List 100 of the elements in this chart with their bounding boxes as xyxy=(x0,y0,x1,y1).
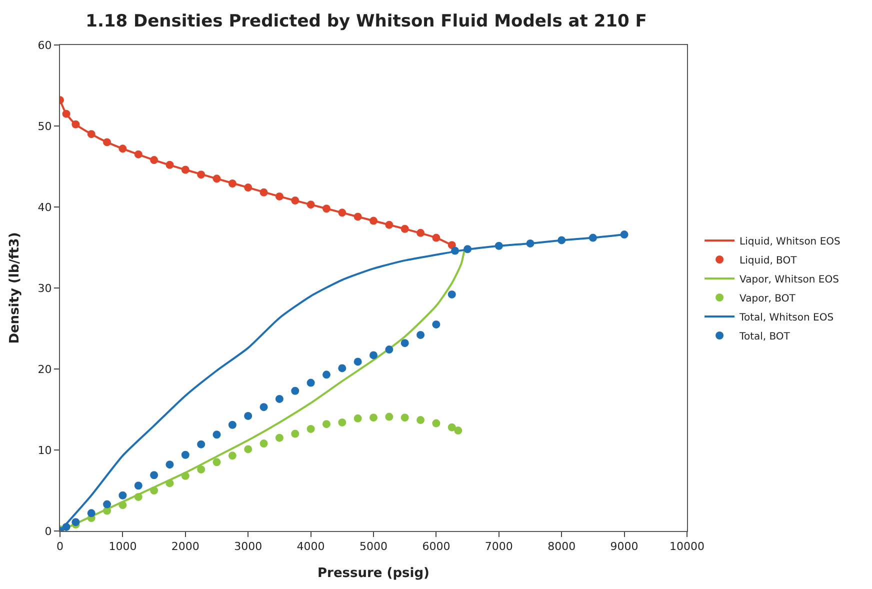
x-tick-label: 7000 xyxy=(484,540,513,554)
x-tick-label: 2000 xyxy=(171,540,200,554)
point xyxy=(526,239,534,248)
point xyxy=(62,110,70,118)
point xyxy=(322,420,330,428)
point xyxy=(260,440,268,448)
x-tick-label: 1000 xyxy=(108,540,137,554)
point xyxy=(150,156,158,164)
point xyxy=(72,120,80,128)
point xyxy=(338,364,346,372)
chart-title: 1.18 Densities Predicted by Whitson Fluid Models at 210 F xyxy=(86,12,647,32)
y-tick-label: 40 xyxy=(38,200,52,214)
point xyxy=(558,236,566,244)
y-tick-label: 0 xyxy=(44,524,52,538)
point xyxy=(228,452,236,460)
point xyxy=(118,491,127,500)
legend-label: Vapor, BOT xyxy=(740,293,796,304)
x-tick-label: 8000 xyxy=(548,540,576,554)
legend-label: Total, Whitson EOS xyxy=(738,312,834,324)
legend-label: Vapor, Whitson EOS xyxy=(740,274,839,286)
point xyxy=(291,386,300,395)
point xyxy=(454,426,462,435)
point xyxy=(306,200,315,209)
point xyxy=(588,234,597,242)
point xyxy=(166,479,174,488)
y-tick-label: 10 xyxy=(38,444,52,457)
point xyxy=(306,378,315,387)
legend-label: Liquid, Whitson EOS xyxy=(740,236,840,248)
point xyxy=(494,242,503,250)
point xyxy=(400,414,409,422)
point xyxy=(432,234,440,242)
y-tick-label: 30 xyxy=(38,282,52,295)
point xyxy=(306,424,315,433)
point xyxy=(134,482,142,490)
point xyxy=(275,192,284,200)
point xyxy=(212,430,221,439)
point xyxy=(291,196,300,205)
point xyxy=(197,440,206,448)
point xyxy=(228,180,236,188)
point xyxy=(87,509,96,518)
point xyxy=(416,330,425,339)
point xyxy=(370,414,378,422)
y-tick-label: 50 xyxy=(38,120,52,133)
point xyxy=(370,351,378,360)
point xyxy=(385,412,394,421)
legend-label: Total, BOT xyxy=(738,331,791,342)
x-tick-label: 10000 xyxy=(670,540,704,554)
point xyxy=(260,403,268,412)
point xyxy=(432,419,440,428)
point xyxy=(103,500,112,508)
point xyxy=(134,150,142,158)
point xyxy=(275,394,284,403)
point xyxy=(150,471,158,480)
point xyxy=(212,174,221,183)
point xyxy=(244,184,252,192)
point xyxy=(416,228,425,237)
point xyxy=(322,370,330,379)
x-tick-label: 9000 xyxy=(610,540,638,554)
point xyxy=(385,220,394,229)
point xyxy=(166,160,174,169)
point xyxy=(87,130,96,138)
point xyxy=(354,414,362,422)
y-axis-title: Density (lb/ft3) xyxy=(8,232,23,344)
point xyxy=(451,246,460,255)
point xyxy=(354,212,362,221)
point xyxy=(197,170,206,179)
point xyxy=(464,245,472,254)
x-tick-label: 4000 xyxy=(296,540,325,554)
point xyxy=(197,465,206,474)
point xyxy=(448,423,456,432)
point xyxy=(370,216,378,225)
point xyxy=(385,346,394,354)
y-tick-label: 60 xyxy=(38,38,52,52)
legend-label: Liquid, BOT xyxy=(740,255,798,266)
point xyxy=(448,290,456,298)
point xyxy=(620,230,628,239)
point xyxy=(181,166,190,174)
point xyxy=(150,486,158,494)
point xyxy=(72,518,80,526)
point xyxy=(416,416,425,424)
point xyxy=(354,358,362,366)
point xyxy=(118,501,127,510)
point xyxy=(181,450,190,459)
point xyxy=(400,339,409,348)
point xyxy=(338,208,346,217)
point xyxy=(134,492,142,501)
point xyxy=(166,460,174,469)
point xyxy=(212,458,221,466)
point xyxy=(291,430,300,438)
point xyxy=(244,445,252,454)
point xyxy=(322,204,330,213)
point xyxy=(118,144,127,153)
point xyxy=(260,188,268,196)
point xyxy=(228,420,236,429)
point xyxy=(62,522,70,531)
point xyxy=(432,320,440,328)
x-tick-label: 0 xyxy=(56,540,64,554)
point xyxy=(244,412,252,420)
x-tick-label: 5000 xyxy=(360,540,388,554)
point xyxy=(275,434,284,442)
